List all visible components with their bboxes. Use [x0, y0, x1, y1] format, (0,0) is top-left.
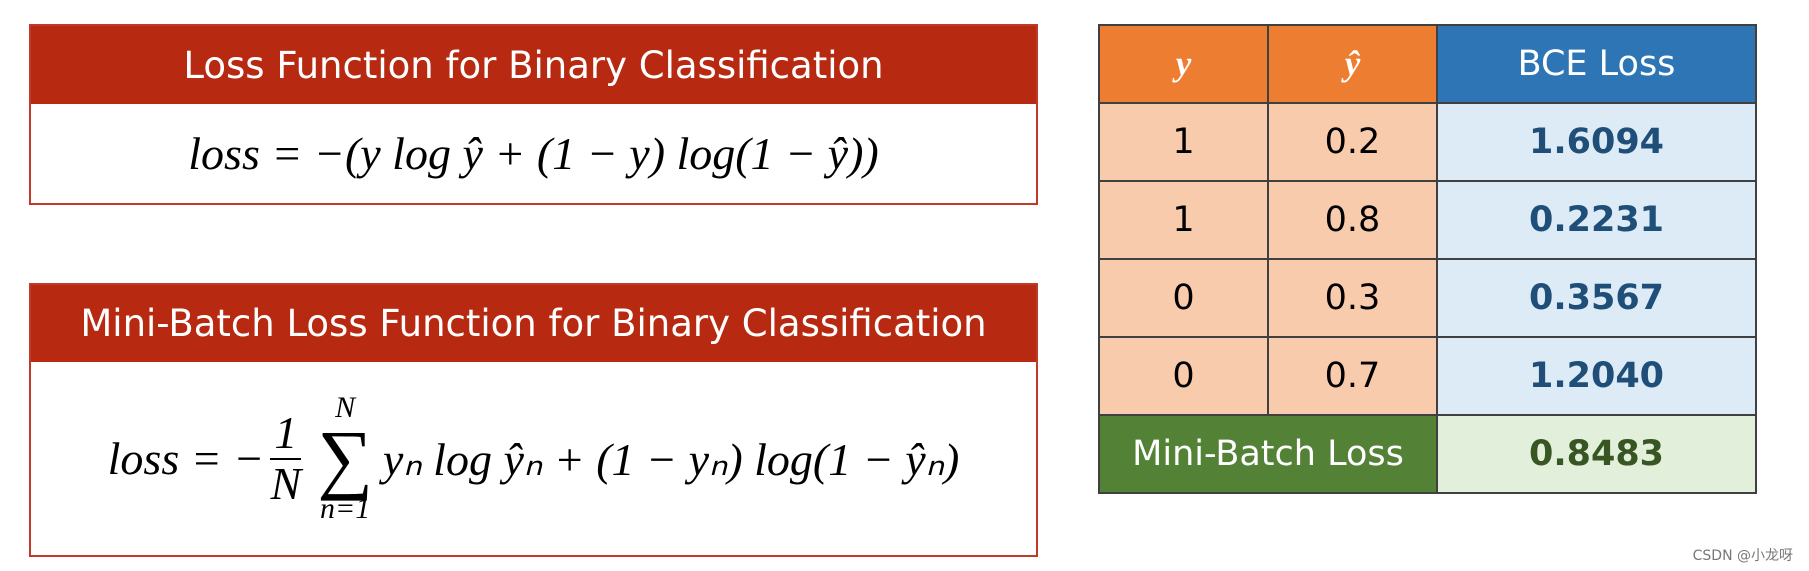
formula-body: yₙ log ŷₙ + (1 − yₙ) log(1 − ŷₙ) — [382, 433, 960, 485]
panel-title: Loss Function for Binary Classification — [31, 26, 1036, 104]
table-cell: 1.6094 — [1436, 102, 1757, 182]
fraction: 1 N — [270, 408, 302, 509]
table-cell: 0.3567 — [1436, 258, 1757, 338]
sum-upper: N — [335, 391, 356, 425]
loss-panel: Loss Function for Binary Classification … — [29, 24, 1038, 205]
table-cell: 1 — [1098, 180, 1269, 260]
denominator: N — [270, 457, 302, 509]
formula-lhs: loss = − — [107, 433, 265, 484]
summation: N ∑ n=1 — [317, 393, 373, 523]
table-cell: 0.3 — [1267, 258, 1438, 338]
table-row: 1 0.8 0.2231 — [1098, 180, 1757, 260]
table-cell: 0 — [1098, 258, 1269, 338]
table-cell: 0.7 — [1267, 336, 1438, 416]
table-cell: 0.8 — [1267, 180, 1438, 260]
footer-label: Mini-Batch Loss — [1098, 414, 1438, 494]
table-cell: 1.2040 — [1436, 336, 1757, 416]
table-cell: 0.2231 — [1436, 180, 1757, 260]
watermark: CSDN @小龙呀 — [1692, 548, 1793, 564]
sum-sign: ∑ — [317, 414, 373, 502]
table-row: 1 0.2 1.6094 — [1098, 102, 1757, 182]
formula-text: loss = −(y log ŷ + (1 − y) log(1 − ŷ)) — [188, 128, 879, 179]
panel-title: Mini-Batch Loss Function for Binary Clas… — [31, 285, 1036, 362]
table-row: 0 0.7 1.2040 — [1098, 336, 1757, 416]
footer-value: 0.8483 — [1436, 414, 1757, 494]
table-row: 0 0.3 0.3567 — [1098, 258, 1757, 338]
table-body: y ŷ BCE Loss 1 0.2 1.6094 1 0.8 0.2231 0 0.3 0.3567… — [1098, 24, 1757, 494]
header-cell: BCE Loss — [1436, 24, 1757, 104]
header-row: y ŷ BCE Loss — [1098, 24, 1757, 104]
header-cell: ŷ — [1267, 24, 1438, 104]
formula: loss = − 1 N N ∑ n=1 yₙ log ŷₙ + (1 − yₙ… — [31, 362, 1036, 555]
footer-row: Mini-Batch Loss 0.8483 — [1098, 414, 1757, 494]
table-cell: 0 — [1098, 336, 1269, 416]
formula: loss = −(y log ŷ + (1 − y) log(1 − ŷ)) — [31, 104, 1036, 203]
sum-lower: n=1 — [319, 491, 371, 525]
mini-batch-panel: Mini-Batch Loss Function for Binary Clas… — [29, 283, 1038, 557]
table-cell: 1 — [1098, 102, 1269, 182]
bce-table: y ŷ BCE Loss 1 0.2 1.6094 1 0.8 0.2231 0 0.3 0.3567… — [1098, 24, 1757, 494]
numerator: 1 — [270, 408, 302, 460]
table-cell: 0.2 — [1267, 102, 1438, 182]
header-cell: y — [1098, 24, 1269, 104]
